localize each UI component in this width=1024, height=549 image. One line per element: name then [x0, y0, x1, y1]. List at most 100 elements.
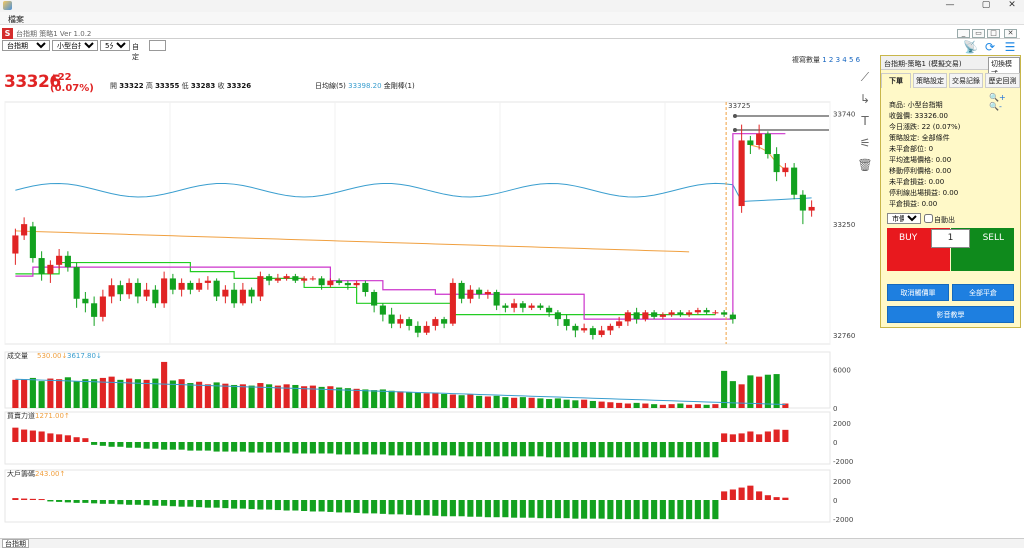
volume-bar	[747, 375, 754, 408]
volume-bar	[117, 379, 124, 408]
candle-body	[126, 282, 133, 295]
sub-count-values[interactable]: 1 2 3 4 5 6	[822, 56, 861, 64]
force-bar	[91, 442, 98, 445]
candle-body	[458, 282, 465, 299]
maximize-button[interactable]: ▢	[981, 0, 991, 10]
big-bar	[108, 500, 115, 504]
candle-body	[38, 258, 45, 274]
big-bar	[782, 497, 789, 500]
volume-bar	[581, 399, 588, 408]
contract-select[interactable]: 小型台指期	[52, 40, 98, 51]
candle-body	[309, 278, 316, 280]
low-value: 33283	[190, 82, 216, 90]
inner-close-button[interactable]: ✕	[1004, 29, 1017, 38]
info-line: 策略設定: 全部條件	[889, 134, 950, 142]
force-bar	[467, 442, 474, 457]
candle-body	[756, 133, 763, 145]
force-bar	[624, 442, 631, 458]
video-tutorial-button[interactable]: 影音教學	[887, 306, 1014, 323]
tab-strategy[interactable]: 策略設定	[913, 73, 947, 88]
candle-body	[143, 289, 150, 297]
bottom-tab[interactable]: 台指期	[2, 539, 29, 548]
volume-bar	[432, 392, 439, 408]
auto-exit-label: 自動出	[934, 216, 955, 224]
big-bar	[196, 500, 203, 508]
zoom-icon[interactable]: 🔍+ 🔍-	[989, 93, 1006, 111]
big-bar	[169, 500, 176, 507]
trade-panel: 台指期-策略1 (模擬交易) 切換模式 下單 策略設定 交易記錄 歷史回測 🔍+…	[880, 55, 1021, 328]
candle-body	[423, 325, 430, 333]
volume-tick-label: 6000	[833, 367, 851, 375]
candle-body	[344, 282, 351, 286]
volume-bar	[659, 404, 666, 408]
volume-bar	[397, 391, 404, 408]
big-bar	[397, 500, 404, 515]
inner-minimize-button[interactable]: _	[957, 29, 970, 38]
big-bar	[143, 500, 150, 506]
chart-svg[interactable]: 33740 33250 32760 33725 成交量 530.00↓ 3617.80↓ 60…	[3, 92, 863, 532]
candle-body	[747, 140, 754, 145]
path-tool-icon[interactable]: ↳	[859, 92, 871, 106]
tab-order[interactable]: 下單	[881, 73, 911, 88]
auto-exit-checkbox[interactable]	[924, 214, 933, 223]
order-type-select[interactable]: 市價單	[887, 213, 921, 224]
tab-backtest[interactable]: 歷史回測	[985, 73, 1020, 88]
big-bar	[388, 500, 395, 515]
volume-bar	[73, 381, 80, 408]
tab-records[interactable]: 交易記錄	[949, 73, 983, 88]
ma-legend: 日均線(5) 33398.20 金剛棒(1)	[315, 81, 415, 91]
candle-body	[773, 154, 780, 173]
custom-period-input[interactable]	[149, 40, 166, 51]
force-bar	[747, 431, 754, 442]
volume-bar	[126, 378, 133, 408]
force-bar	[449, 442, 456, 456]
candle-body	[467, 289, 474, 299]
trash-icon[interactable]: 🗑	[857, 158, 873, 172]
force-bar	[266, 442, 273, 453]
volume-ma-line	[15, 378, 786, 406]
fan-tool-icon[interactable]: ⚟	[859, 136, 871, 150]
minimize-button[interactable]: —	[945, 0, 955, 10]
cancel-trigger-button[interactable]: 取消觸價單	[887, 284, 949, 301]
refresh-icon[interactable]: ⟳	[984, 40, 996, 54]
inner-maximize-button[interactable]: □	[987, 29, 1000, 38]
broadcast-icon[interactable]: 📡	[963, 40, 978, 54]
force-bar	[572, 442, 579, 458]
force-bar	[117, 442, 124, 447]
force-bar	[598, 442, 605, 458]
force-bar	[318, 442, 325, 454]
volume-bar	[729, 381, 736, 408]
user-list-icon[interactable]: ☰	[1004, 40, 1016, 54]
inner-titlebar: S 台指期 策略1 Ver 1.0.2 _ ▭ □ ✕	[2, 28, 1020, 39]
inner-restore-button[interactable]: ▭	[972, 29, 985, 38]
menu-file[interactable]: 檔案	[8, 15, 24, 24]
volume-bar	[64, 377, 71, 408]
volume-bar	[91, 379, 98, 408]
volume-bar	[239, 384, 246, 408]
trendline-tool-icon[interactable]: ⟋	[860, 70, 870, 84]
big-bar	[712, 500, 719, 520]
big-bar	[642, 500, 649, 520]
inner-title: 台指期 策略1 Ver 1.0.2	[16, 30, 92, 38]
product-select[interactable]: 台指期	[2, 40, 50, 51]
big-bar	[126, 500, 133, 505]
chart-area[interactable]: 33740 33250 32760 33725 成交量 530.00↓ 3617.80↓ 60…	[3, 92, 863, 532]
candle-body	[292, 276, 299, 281]
period-select[interactable]: 5分K	[100, 40, 130, 51]
big-bar	[694, 500, 701, 520]
big-bar	[502, 500, 509, 518]
volume-bar	[686, 404, 693, 408]
big-bar	[537, 500, 544, 519]
force-bar	[56, 434, 63, 442]
candle-body	[204, 280, 211, 283]
volume-bar	[213, 382, 220, 408]
force-bar	[143, 442, 150, 449]
big-bar	[239, 500, 246, 509]
quantity-input[interactable]: 1	[931, 229, 970, 248]
big-bar	[371, 500, 378, 514]
text-tool-icon[interactable]: T	[861, 114, 869, 128]
close-button[interactable]: ✕	[1008, 0, 1016, 10]
close-all-button[interactable]: 全部平倉	[952, 284, 1014, 301]
volume-bar	[502, 397, 509, 408]
force-bar	[528, 442, 535, 457]
